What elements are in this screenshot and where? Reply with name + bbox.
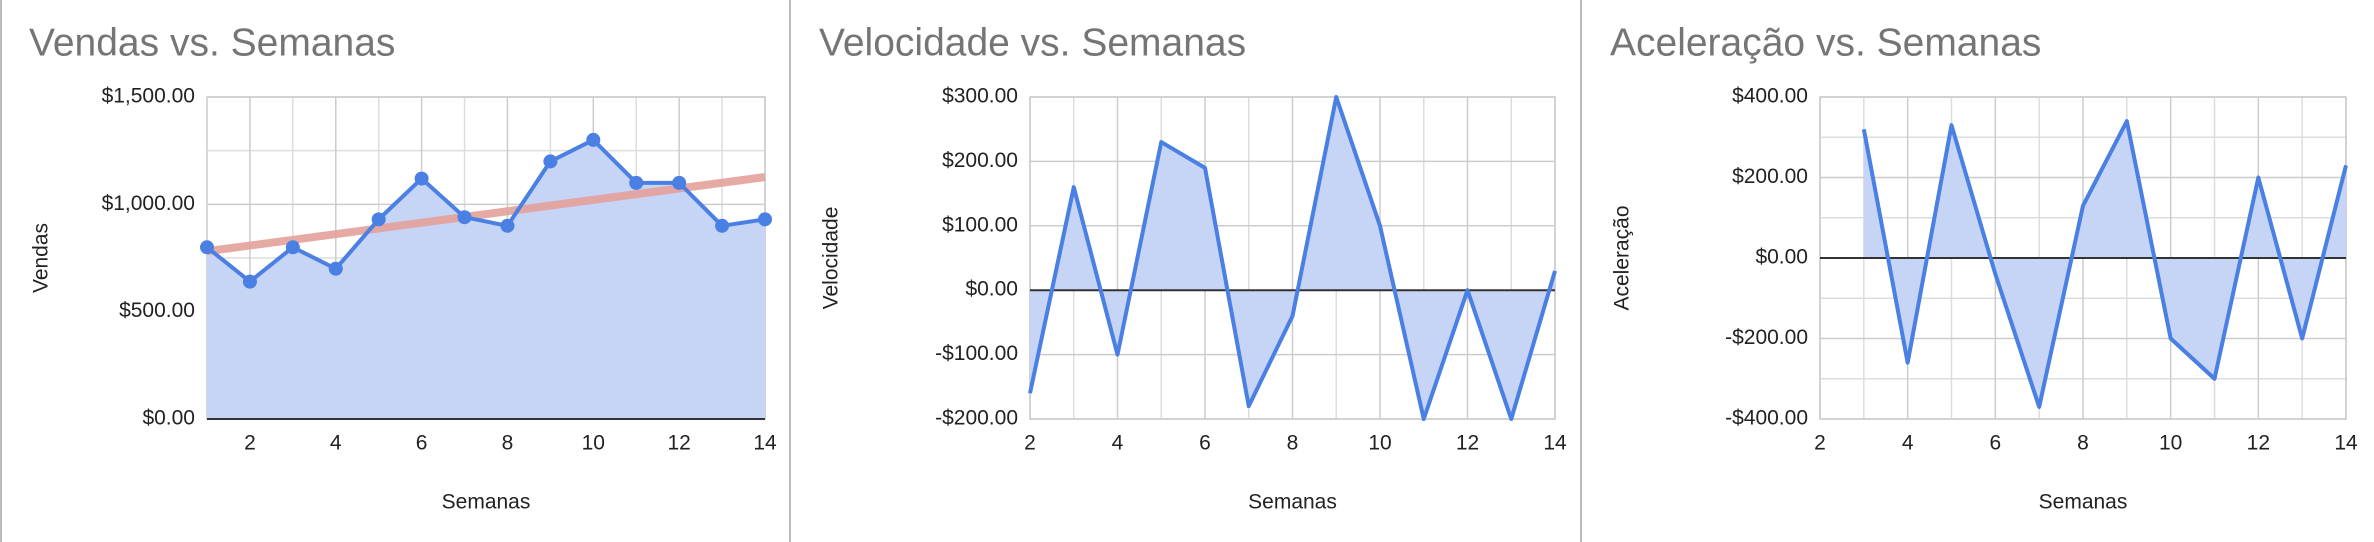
y-axis-title: Aceleração (1611, 205, 1634, 310)
x-tick-label: 14 (753, 432, 777, 455)
x-tick-label: 4 (1112, 432, 1124, 455)
chart-title: Velocidade vs. Semanas (819, 21, 1246, 64)
point (500, 218, 515, 233)
chart-title: Aceleração vs. Semanas (1610, 21, 2041, 64)
x-tick-label: 8 (502, 432, 514, 455)
y-tick-label: $500.00 (119, 299, 195, 322)
line (205, 137, 766, 284)
y-tick-label: $0.00 (965, 278, 1018, 301)
x-tick-label: 2 (1814, 432, 1826, 455)
chart: Vendas vs. Semanas Semanas Vendas $0.00 $500… (29, 21, 777, 513)
chart-title: Vendas vs. Semanas (29, 21, 395, 64)
area (1030, 97, 1555, 419)
y-axis-title: Vendas (30, 223, 53, 293)
x-tick-label: 14 (1543, 432, 1567, 455)
x-tick-label: 8 (1287, 432, 1299, 455)
y-tick-label: $0.00 (142, 407, 195, 430)
x-tick-label: 6 (1199, 432, 1211, 455)
x-tick-label: 12 (2247, 432, 2270, 455)
x-tick-label: 6 (416, 432, 428, 455)
point (715, 218, 730, 233)
y-tick-label: $1,000.00 (102, 192, 195, 215)
y-tick-label: -$100.00 (935, 342, 1018, 365)
point (242, 274, 257, 289)
point (758, 212, 772, 227)
area (1863, 121, 2346, 407)
point (200, 240, 214, 255)
y-tick-label: -$200.00 (1725, 326, 1808, 349)
y-tick-label: $300.00 (942, 85, 1018, 108)
y-tick-label: $100.00 (942, 213, 1018, 236)
x-tick-label: 10 (2159, 432, 2182, 455)
y-tick-label: -$400.00 (1725, 407, 1808, 430)
x-tick-label: 2 (1024, 432, 1036, 455)
y-tick-label: $0.00 (1755, 246, 1808, 269)
line (1028, 95, 1557, 421)
point (543, 154, 558, 169)
point (586, 132, 601, 147)
x-tick-label: 10 (1368, 432, 1391, 455)
x-tick-label: 4 (330, 432, 342, 455)
x-tick-label: 12 (1456, 432, 1479, 455)
y-tick-label: $400.00 (1732, 85, 1808, 108)
point (414, 171, 429, 186)
y-tick-label: $200.00 (942, 149, 1018, 172)
point (371, 212, 386, 227)
x-tick-label: 14 (2334, 432, 2358, 455)
area (207, 139, 765, 419)
y-axis-title: Velocidade (820, 207, 843, 310)
x-axis-title: Semanas (442, 491, 531, 514)
point (285, 240, 300, 255)
x-tick-label: 2 (244, 432, 256, 455)
x-tick-label: 10 (582, 432, 605, 455)
x-tick-label: 6 (1989, 432, 2001, 455)
x-axis-title: Semanas (2039, 491, 2128, 514)
y-tick-label: -$200.00 (935, 407, 1018, 430)
y-tick-label: $200.00 (1732, 165, 1808, 188)
chart: Velocidade vs. Semanas Semanas Velocidade -… (819, 21, 1567, 513)
y-tick-label: $1,500.00 (102, 85, 195, 108)
x-tick-label: 12 (667, 432, 690, 455)
point (672, 175, 687, 190)
chart: Aceleração vs. Semanas Semanas Aceleração -… (1610, 21, 2358, 513)
line (1861, 119, 2348, 409)
point (629, 175, 644, 190)
x-tick-label: 8 (2077, 432, 2089, 455)
point (457, 210, 472, 225)
trendline (206, 173, 766, 256)
point (328, 261, 343, 276)
x-tick-label: 4 (1902, 432, 1914, 455)
x-axis-title: Semanas (1248, 491, 1337, 514)
